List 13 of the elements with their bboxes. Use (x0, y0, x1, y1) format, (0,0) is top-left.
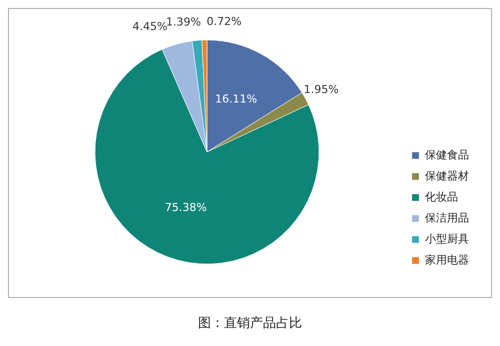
legend-label: 保健器材 (425, 170, 469, 182)
legend-label: 小型厨具 (425, 232, 469, 246)
text: 图：直销产品占比 (197, 315, 303, 332)
data-label: 4.45% (132, 20, 168, 33)
data-label: 16.11% (215, 92, 258, 106)
legend-label: 家用电器 (425, 254, 469, 266)
data-label: 75.38% (164, 201, 207, 214)
data-label: 1.95% (304, 82, 339, 96)
legend-label: 保健食品 (425, 148, 469, 162)
data-label: 0.72% (206, 15, 242, 28)
data-label: 1.39% (166, 16, 201, 29)
legend-label: 化妆品 (425, 190, 458, 204)
legend-label: 保洁用品 (425, 212, 469, 224)
